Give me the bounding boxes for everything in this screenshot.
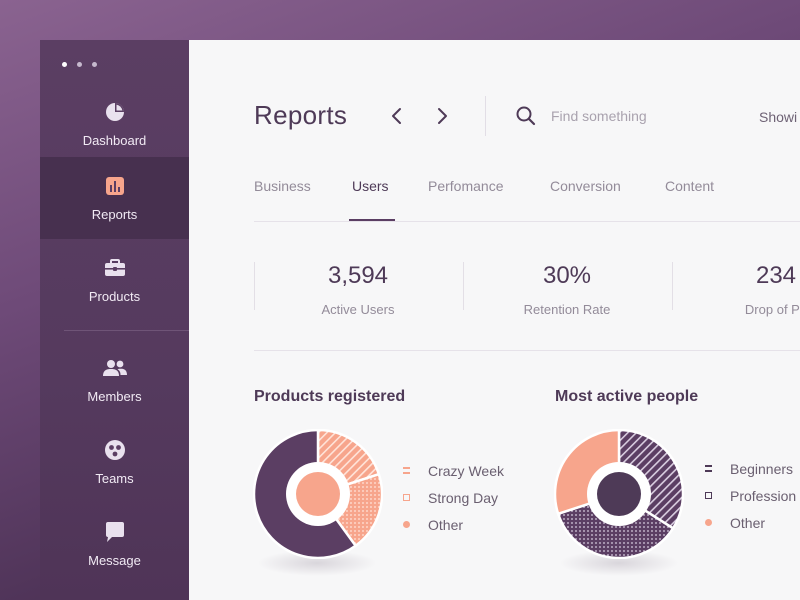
sidebar-item-label: Message — [88, 553, 141, 568]
app-window: Dashboard Reports Products Members — [40, 40, 800, 600]
stat-divider — [463, 262, 464, 310]
stat-value: 234 — [755, 262, 797, 289]
donut-chart-most-active-people — [554, 429, 684, 559]
window-dot[interactable] — [92, 62, 97, 67]
chart-legend: Beginners Profession Other — [705, 455, 796, 536]
page-title: Reports — [254, 100, 348, 130]
tab-performance[interactable]: Perfomance — [428, 178, 504, 194]
legend-item-other: Other — [705, 509, 796, 536]
search-icon[interactable] — [516, 106, 536, 126]
main-content: Reports Showi Business Users Perfomance … — [189, 40, 800, 600]
sidebar-item-reports[interactable]: Reports — [40, 157, 189, 239]
teams-icon — [103, 438, 127, 462]
legend-item-strong-day: Strong Day — [403, 484, 504, 511]
sidebar-item-members[interactable]: Members — [40, 339, 189, 421]
search-input[interactable] — [551, 104, 731, 128]
donut-center — [296, 472, 340, 516]
tab-bar: Business Users Perfomance Conversion Con… — [254, 178, 800, 222]
legend-item-beginners: Beginners — [705, 455, 796, 482]
message-icon — [103, 520, 127, 544]
legend-label: Crazy Week — [428, 462, 504, 479]
chart-title: Most active people — [555, 388, 699, 405]
chart-title: Products registered — [254, 388, 406, 405]
tab-business[interactable]: Business — [254, 178, 311, 194]
legend-label: Strong Day — [428, 489, 499, 506]
window-dot[interactable] — [77, 62, 82, 67]
stat-label: Retention Rate — [523, 302, 611, 317]
stat-value: 30% — [542, 262, 592, 289]
legend-label: Other — [428, 516, 464, 533]
sidebar-divider — [64, 330, 189, 331]
stats-divider — [254, 350, 800, 351]
stat-drop-of: 234 Drop of Po — [672, 262, 800, 317]
legend-marker-lines — [403, 467, 410, 474]
sidebar-item-dashboard[interactable]: Dashboard — [40, 83, 189, 165]
legend-label: Beginners — [730, 460, 794, 477]
stat-value: 3,594 — [327, 262, 389, 289]
tab-conversion[interactable]: Conversion — [550, 178, 621, 194]
legend-marker-solid — [403, 521, 410, 528]
legend-item-crazy-week: Crazy Week — [403, 457, 504, 484]
active-tab-indicator — [349, 219, 395, 221]
sidebar-item-label: Products — [88, 289, 141, 304]
sidebar-item-label: Reports — [91, 207, 138, 222]
donut-chart-products-registered — [253, 429, 383, 559]
legend-marker-dots — [403, 494, 410, 501]
legend-label: Profession — [730, 487, 797, 504]
window-dot[interactable] — [62, 62, 67, 67]
legend-marker-solid — [705, 519, 712, 526]
stat-active-users: 3,594 Active Users — [254, 262, 462, 317]
sidebar-item-label: Teams — [95, 471, 134, 486]
stat-label: Drop of Po — [744, 302, 800, 317]
sidebar-item-label: Dashboard — [82, 133, 147, 148]
chevron-right-icon[interactable] — [432, 106, 452, 126]
briefcase-icon — [103, 256, 127, 280]
donut-slice-profession — [556, 492, 675, 559]
chart-legend: Crazy Week Strong Day Other — [403, 457, 504, 538]
stat-retention-rate: 30% Retention Rate — [463, 262, 671, 317]
sidebar-item-teams[interactable]: Teams — [40, 421, 189, 503]
legend-marker-lines — [705, 465, 712, 472]
tab-content[interactable]: Content — [665, 178, 715, 194]
people-icon — [102, 356, 127, 380]
header-divider — [485, 96, 486, 136]
legend-item-other: Other — [403, 511, 504, 538]
legend-item-profession: Profession — [705, 482, 796, 509]
sidebar-item-message[interactable]: Message — [40, 503, 189, 585]
tabs-divider — [254, 221, 800, 222]
sidebar-item-products[interactable]: Products — [40, 239, 189, 321]
sidebar-item-label: Members — [87, 389, 142, 404]
sidebar: Dashboard Reports Products Members — [40, 40, 189, 600]
legend-marker-dots — [705, 492, 712, 499]
stat-divider — [254, 262, 255, 310]
stat-label: Active Users — [321, 302, 395, 317]
showing-label[interactable]: Showi — [759, 109, 798, 125]
legend-label: Other — [730, 514, 766, 531]
chevron-left-icon[interactable] — [387, 106, 407, 126]
bar-chart-icon — [103, 174, 127, 198]
donut-center — [597, 472, 641, 516]
stat-divider — [672, 262, 673, 310]
window-dots — [62, 62, 97, 67]
pie-chart-icon — [103, 100, 127, 124]
tab-users[interactable]: Users — [352, 178, 389, 194]
